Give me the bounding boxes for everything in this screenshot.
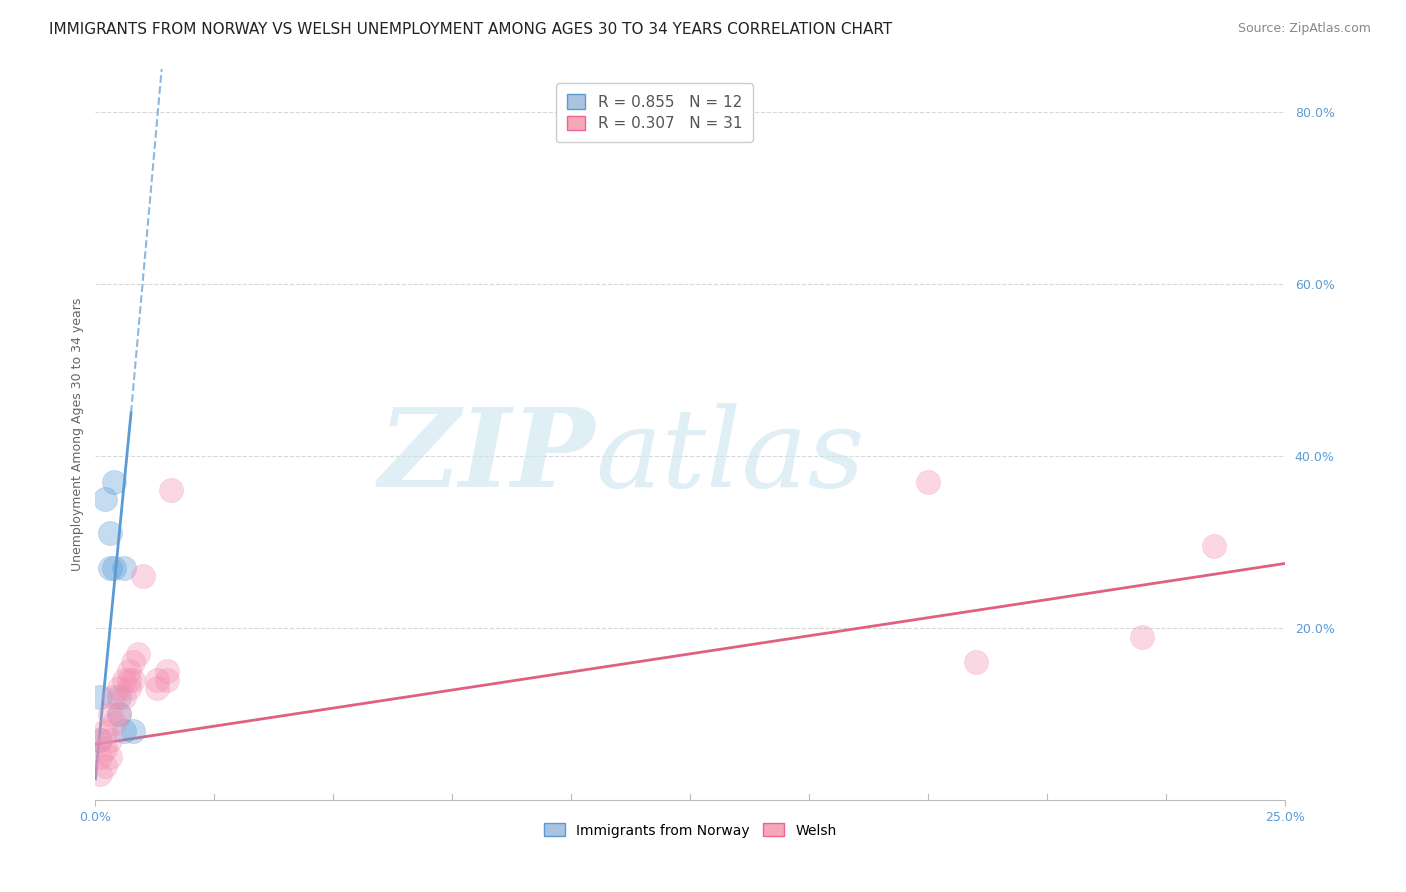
Point: [118, 681, 141, 696]
Point: [108, 707, 131, 722]
Point: [94, 491, 117, 506]
Point: [1130, 630, 1153, 644]
Point: [103, 715, 125, 730]
Point: [917, 475, 939, 489]
Point: [98, 733, 121, 747]
Point: [89, 750, 111, 764]
Point: [122, 656, 145, 670]
Point: [132, 569, 155, 583]
Point: [89, 767, 111, 781]
Point: [118, 673, 141, 687]
Point: [108, 707, 131, 722]
Text: ZIP: ZIP: [378, 402, 595, 510]
Point: [98, 561, 121, 575]
Legend: Immigrants from Norway, Welsh: Immigrants from Norway, Welsh: [537, 816, 844, 845]
Point: [112, 673, 135, 687]
Point: [122, 724, 145, 739]
Point: [98, 707, 121, 722]
Point: [118, 664, 141, 678]
Point: [108, 690, 131, 704]
Point: [89, 733, 111, 747]
Text: IMMIGRANTS FROM NORWAY VS WELSH UNEMPLOYMENT AMONG AGES 30 TO 34 YEARS CORRELATI: IMMIGRANTS FROM NORWAY VS WELSH UNEMPLOY…: [49, 22, 893, 37]
Point: [965, 656, 987, 670]
Point: [94, 724, 117, 739]
Point: [89, 733, 111, 747]
Point: [103, 475, 125, 489]
Point: [122, 673, 145, 687]
Point: [103, 690, 125, 704]
Point: [103, 561, 125, 575]
Point: [108, 681, 131, 696]
Point: [98, 750, 121, 764]
Point: [112, 690, 135, 704]
Point: [94, 741, 117, 756]
Point: [1202, 539, 1225, 553]
Point: [112, 561, 135, 575]
Point: [127, 647, 149, 661]
Point: [112, 724, 135, 739]
Point: [160, 483, 183, 498]
Point: [156, 664, 179, 678]
Text: atlas: atlas: [595, 402, 865, 510]
Text: Source: ZipAtlas.com: Source: ZipAtlas.com: [1237, 22, 1371, 36]
Point: [146, 673, 169, 687]
Point: [146, 681, 169, 696]
Point: [89, 690, 111, 704]
Point: [94, 758, 117, 772]
Point: [156, 673, 179, 687]
Y-axis label: Unemployment Among Ages 30 to 34 years: Unemployment Among Ages 30 to 34 years: [72, 298, 84, 571]
Point: [98, 526, 121, 541]
